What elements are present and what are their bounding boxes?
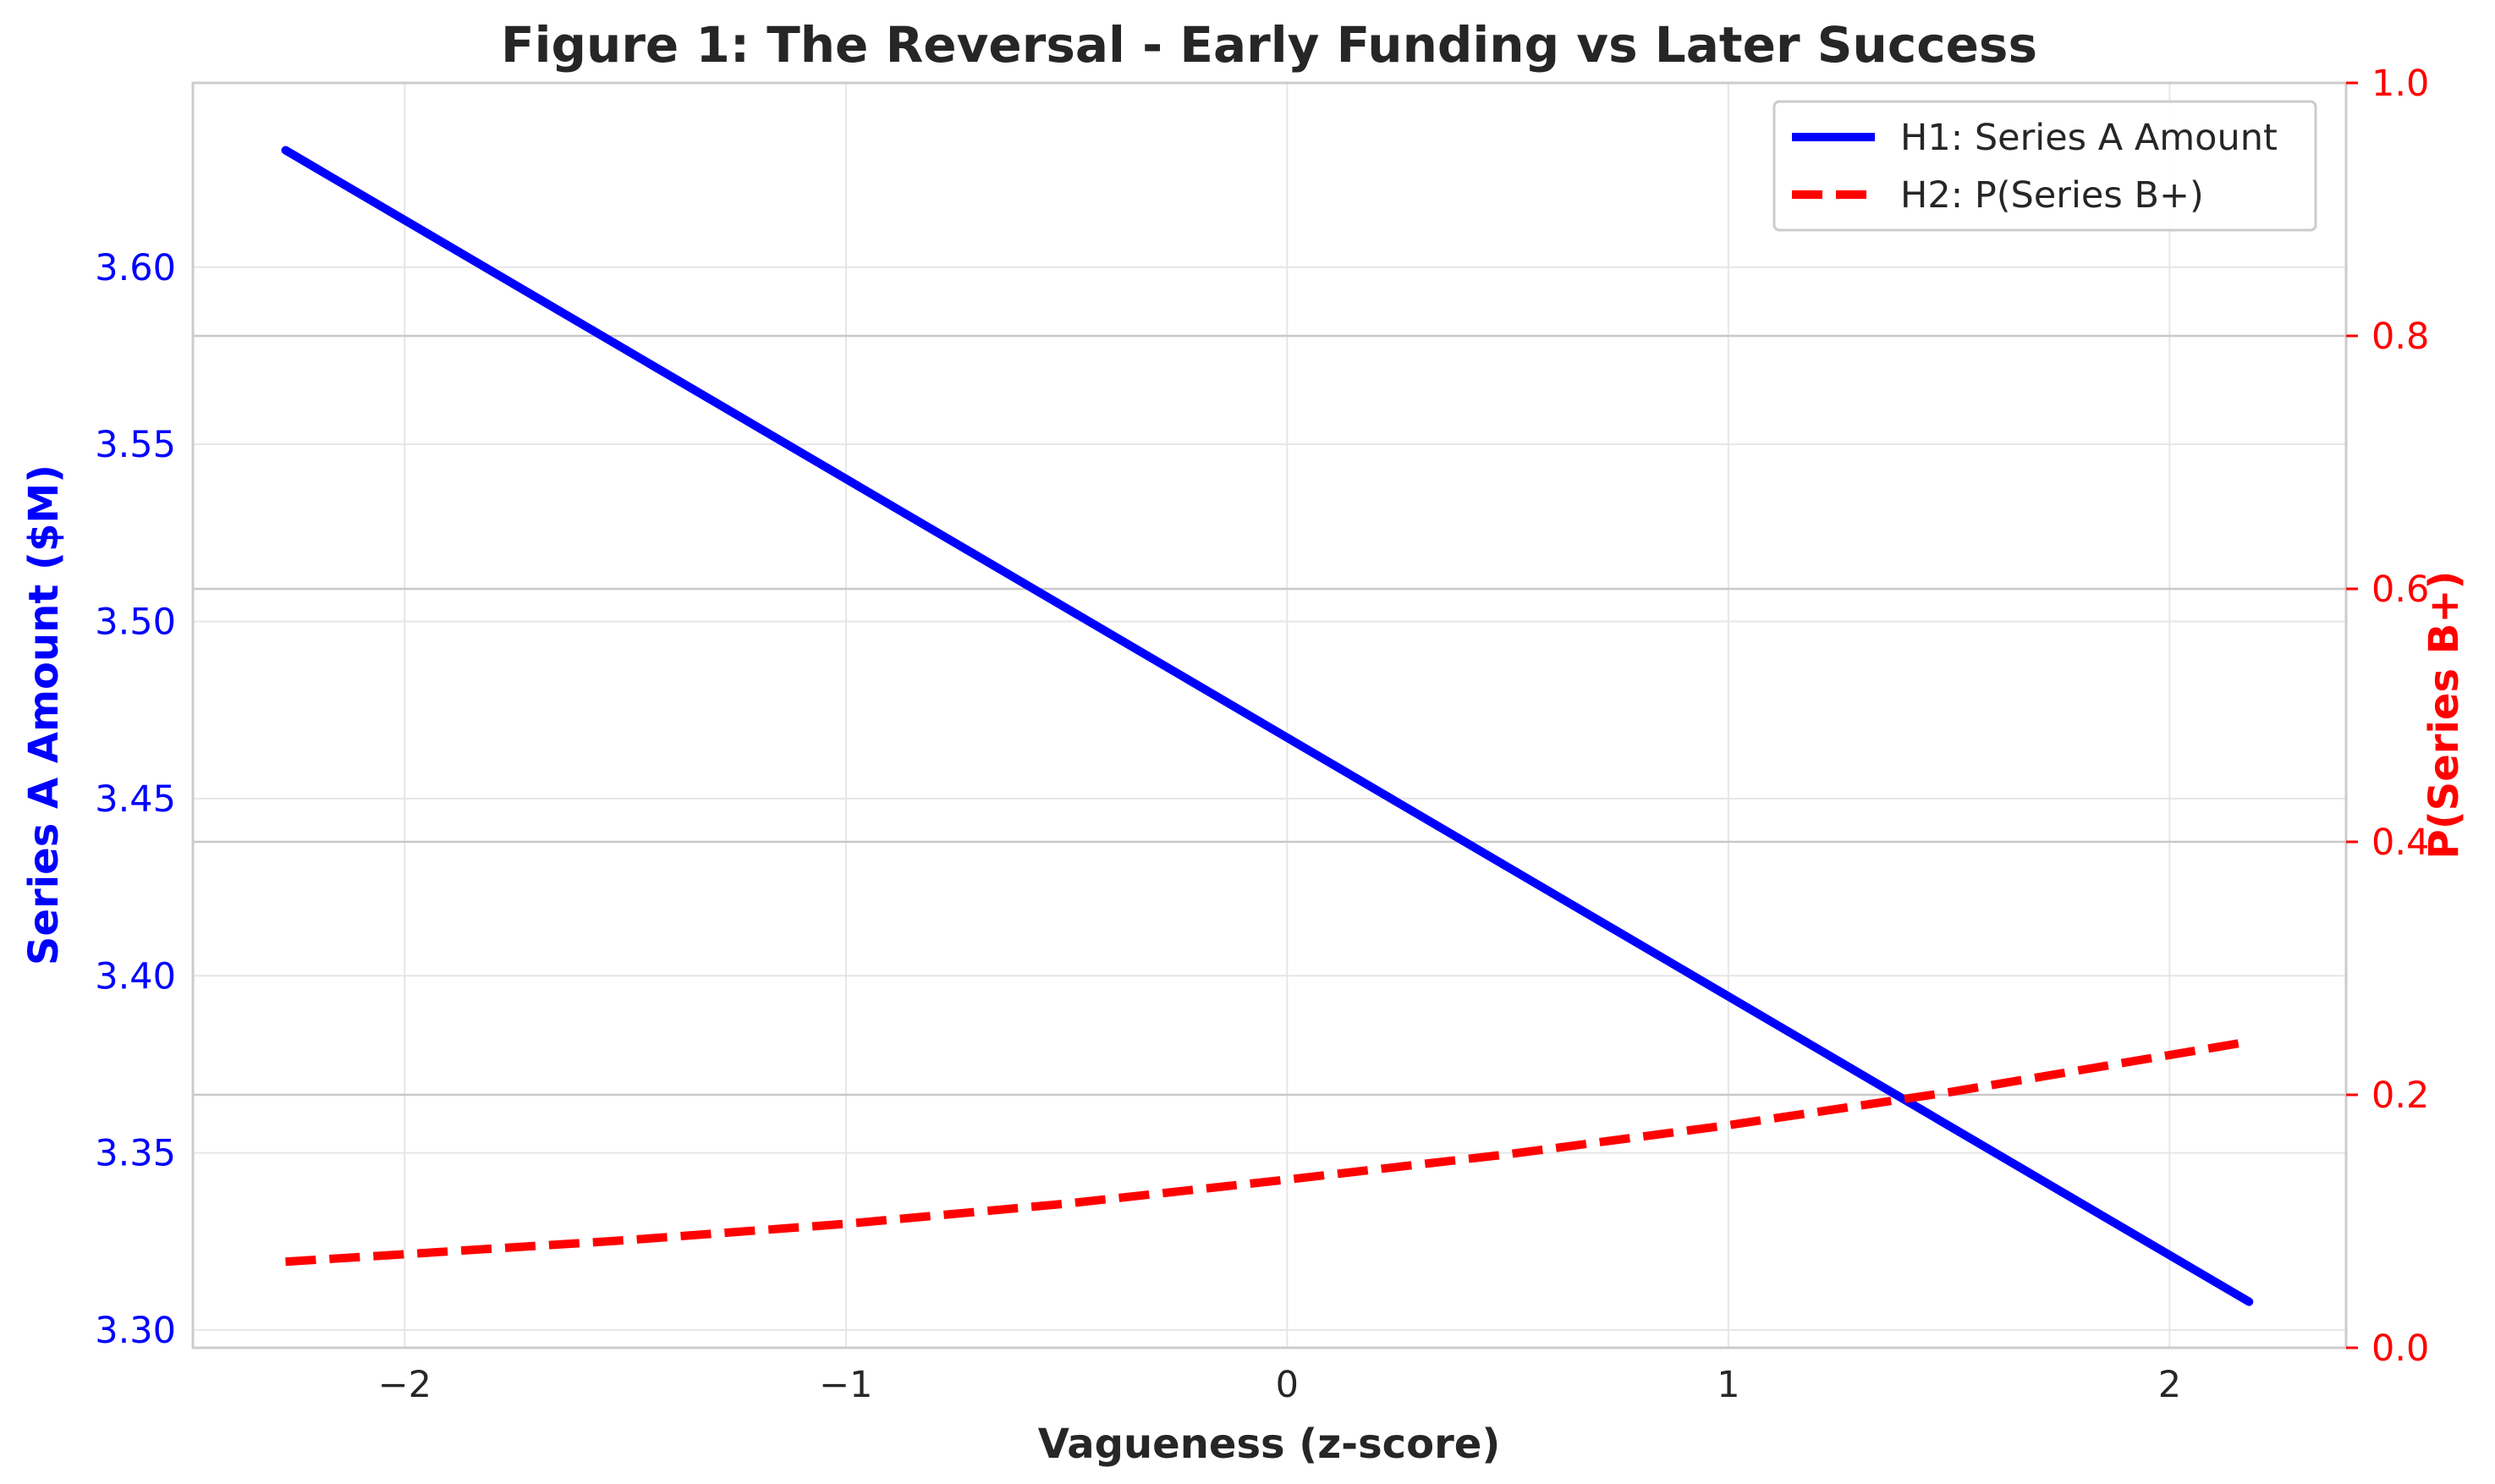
y-left-tick-label: 3.40	[95, 955, 176, 998]
y-right-tick-label: 0.6	[2371, 569, 2429, 611]
grid-layer	[193, 83, 2346, 1348]
chart-title: Figure 1: The Reversal - Early Funding v…	[501, 16, 2037, 74]
ticks-layer: −2 −1 0 1 2 3.30 3.35 3.40 3.45 3.50 3.55 3.60 0.0 0.…	[95, 63, 2429, 1406]
legend-box	[1772, 100, 2317, 232]
y-left-tick-label: 3.50	[95, 602, 176, 644]
y-right-tick-label: 0.4	[2371, 822, 2429, 864]
x-tick-label: −1	[819, 1364, 872, 1406]
x-tick-label: 0	[1276, 1364, 1299, 1406]
y-right-tick-label: 0.0	[2371, 1327, 2429, 1370]
y-left-tick-label: 3.60	[95, 247, 176, 289]
x-tick-label: −2	[378, 1364, 431, 1406]
y-right-axis-label: P(Series B+)	[2421, 571, 2468, 860]
series-line-h2	[285, 1037, 2250, 1267]
series-layer	[281, 146, 2254, 1306]
legend-label-h2: H2: P(Series B+)	[1900, 174, 2204, 217]
y-left-tick-label: 3.30	[95, 1310, 176, 1352]
legend: H1: Series A Amount H2: P(Series B+)	[1772, 100, 2317, 232]
legend-label-h1: H1: Series A Amount	[1900, 117, 2278, 159]
plot-frame	[191, 81, 2348, 1349]
x-tick-label: 2	[2158, 1364, 2181, 1406]
y-right-tick-label: 0.2	[2371, 1075, 2429, 1117]
y-right-tick-label: 1.0	[2371, 63, 2429, 105]
y-left-tick-label: 3.55	[95, 424, 176, 466]
x-tick-label: 1	[1717, 1364, 1739, 1406]
y-left-axis-label: Series A Amount ($M)	[20, 464, 68, 965]
axes-layer	[191, 81, 2348, 1349]
y-right-tick-label: 0.8	[2371, 316, 2429, 358]
x-axis-label: Vagueness (z-score)	[1038, 1421, 1501, 1468]
y-left-tick-label: 3.35	[95, 1133, 176, 1175]
series-line-h1	[281, 146, 2254, 1306]
y-left-tick-label: 3.45	[95, 778, 176, 821]
